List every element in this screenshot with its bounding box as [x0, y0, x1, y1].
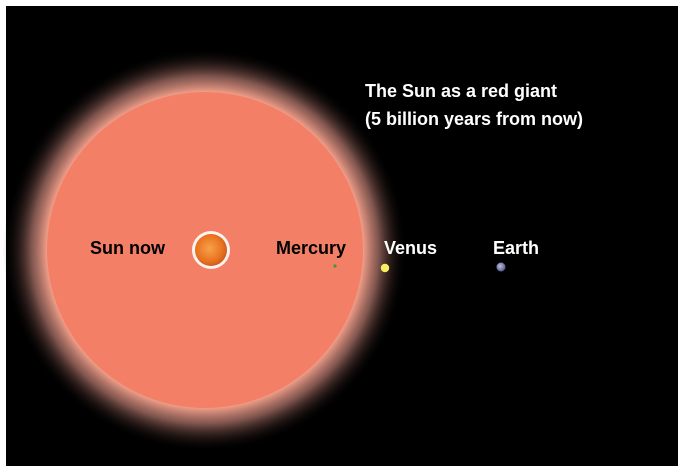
earth — [497, 263, 506, 272]
diagram: The Sun as a red giant (5 billion years … — [0, 0, 684, 474]
body-label: Mercury — [276, 238, 346, 258]
mercury — [333, 264, 336, 267]
venus — [381, 264, 389, 272]
body-label: Sun now — [90, 238, 166, 258]
caption-line: (5 billion years from now) — [365, 109, 583, 129]
body-label: Venus — [384, 238, 437, 258]
sun-now — [195, 234, 227, 266]
body-label: Earth — [493, 238, 539, 258]
page: The Sun as a red giant (5 billion years … — [0, 0, 684, 474]
caption-line: The Sun as a red giant — [365, 81, 557, 101]
